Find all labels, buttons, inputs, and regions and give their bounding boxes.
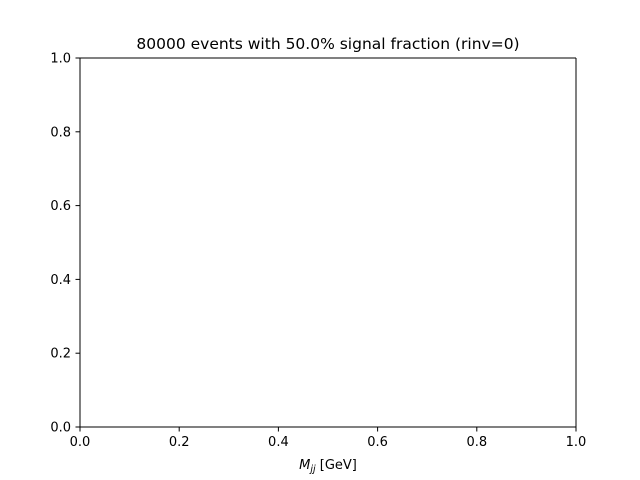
y-tick-label: 0.4 [50, 273, 71, 288]
x-tick-label: 0.4 [268, 435, 289, 450]
y-tick-label: 1.0 [50, 52, 71, 67]
plot-area [80, 58, 576, 427]
y-axis-ticks: 0.0 0.2 0.4 0.6 0.8 1.0 [50, 52, 80, 436]
y-tick-label: 0.6 [50, 199, 71, 214]
y-tick-label: 0.0 [50, 421, 71, 436]
x-axis-label: Mjj [GeV] [299, 458, 357, 475]
x-tick-label: 1.0 [566, 435, 587, 450]
x-tick-label: 0.8 [466, 435, 487, 450]
chart-title: 80000 events with 50.0% signal fraction … [136, 35, 519, 53]
y-tick-label: 0.2 [50, 347, 71, 362]
y-tick-label: 0.8 [50, 125, 71, 140]
x-tick-label: 0.0 [70, 435, 91, 450]
x-axis-ticks: 0.0 0.2 0.4 0.6 0.8 1.0 [70, 427, 587, 450]
x-axis-label-subscript: jj [308, 464, 316, 475]
x-axis-label-symbol: M [299, 458, 310, 473]
x-tick-label: 0.2 [169, 435, 190, 450]
x-axis-label-unit: [GeV] [316, 458, 357, 473]
x-tick-label: 0.6 [367, 435, 388, 450]
